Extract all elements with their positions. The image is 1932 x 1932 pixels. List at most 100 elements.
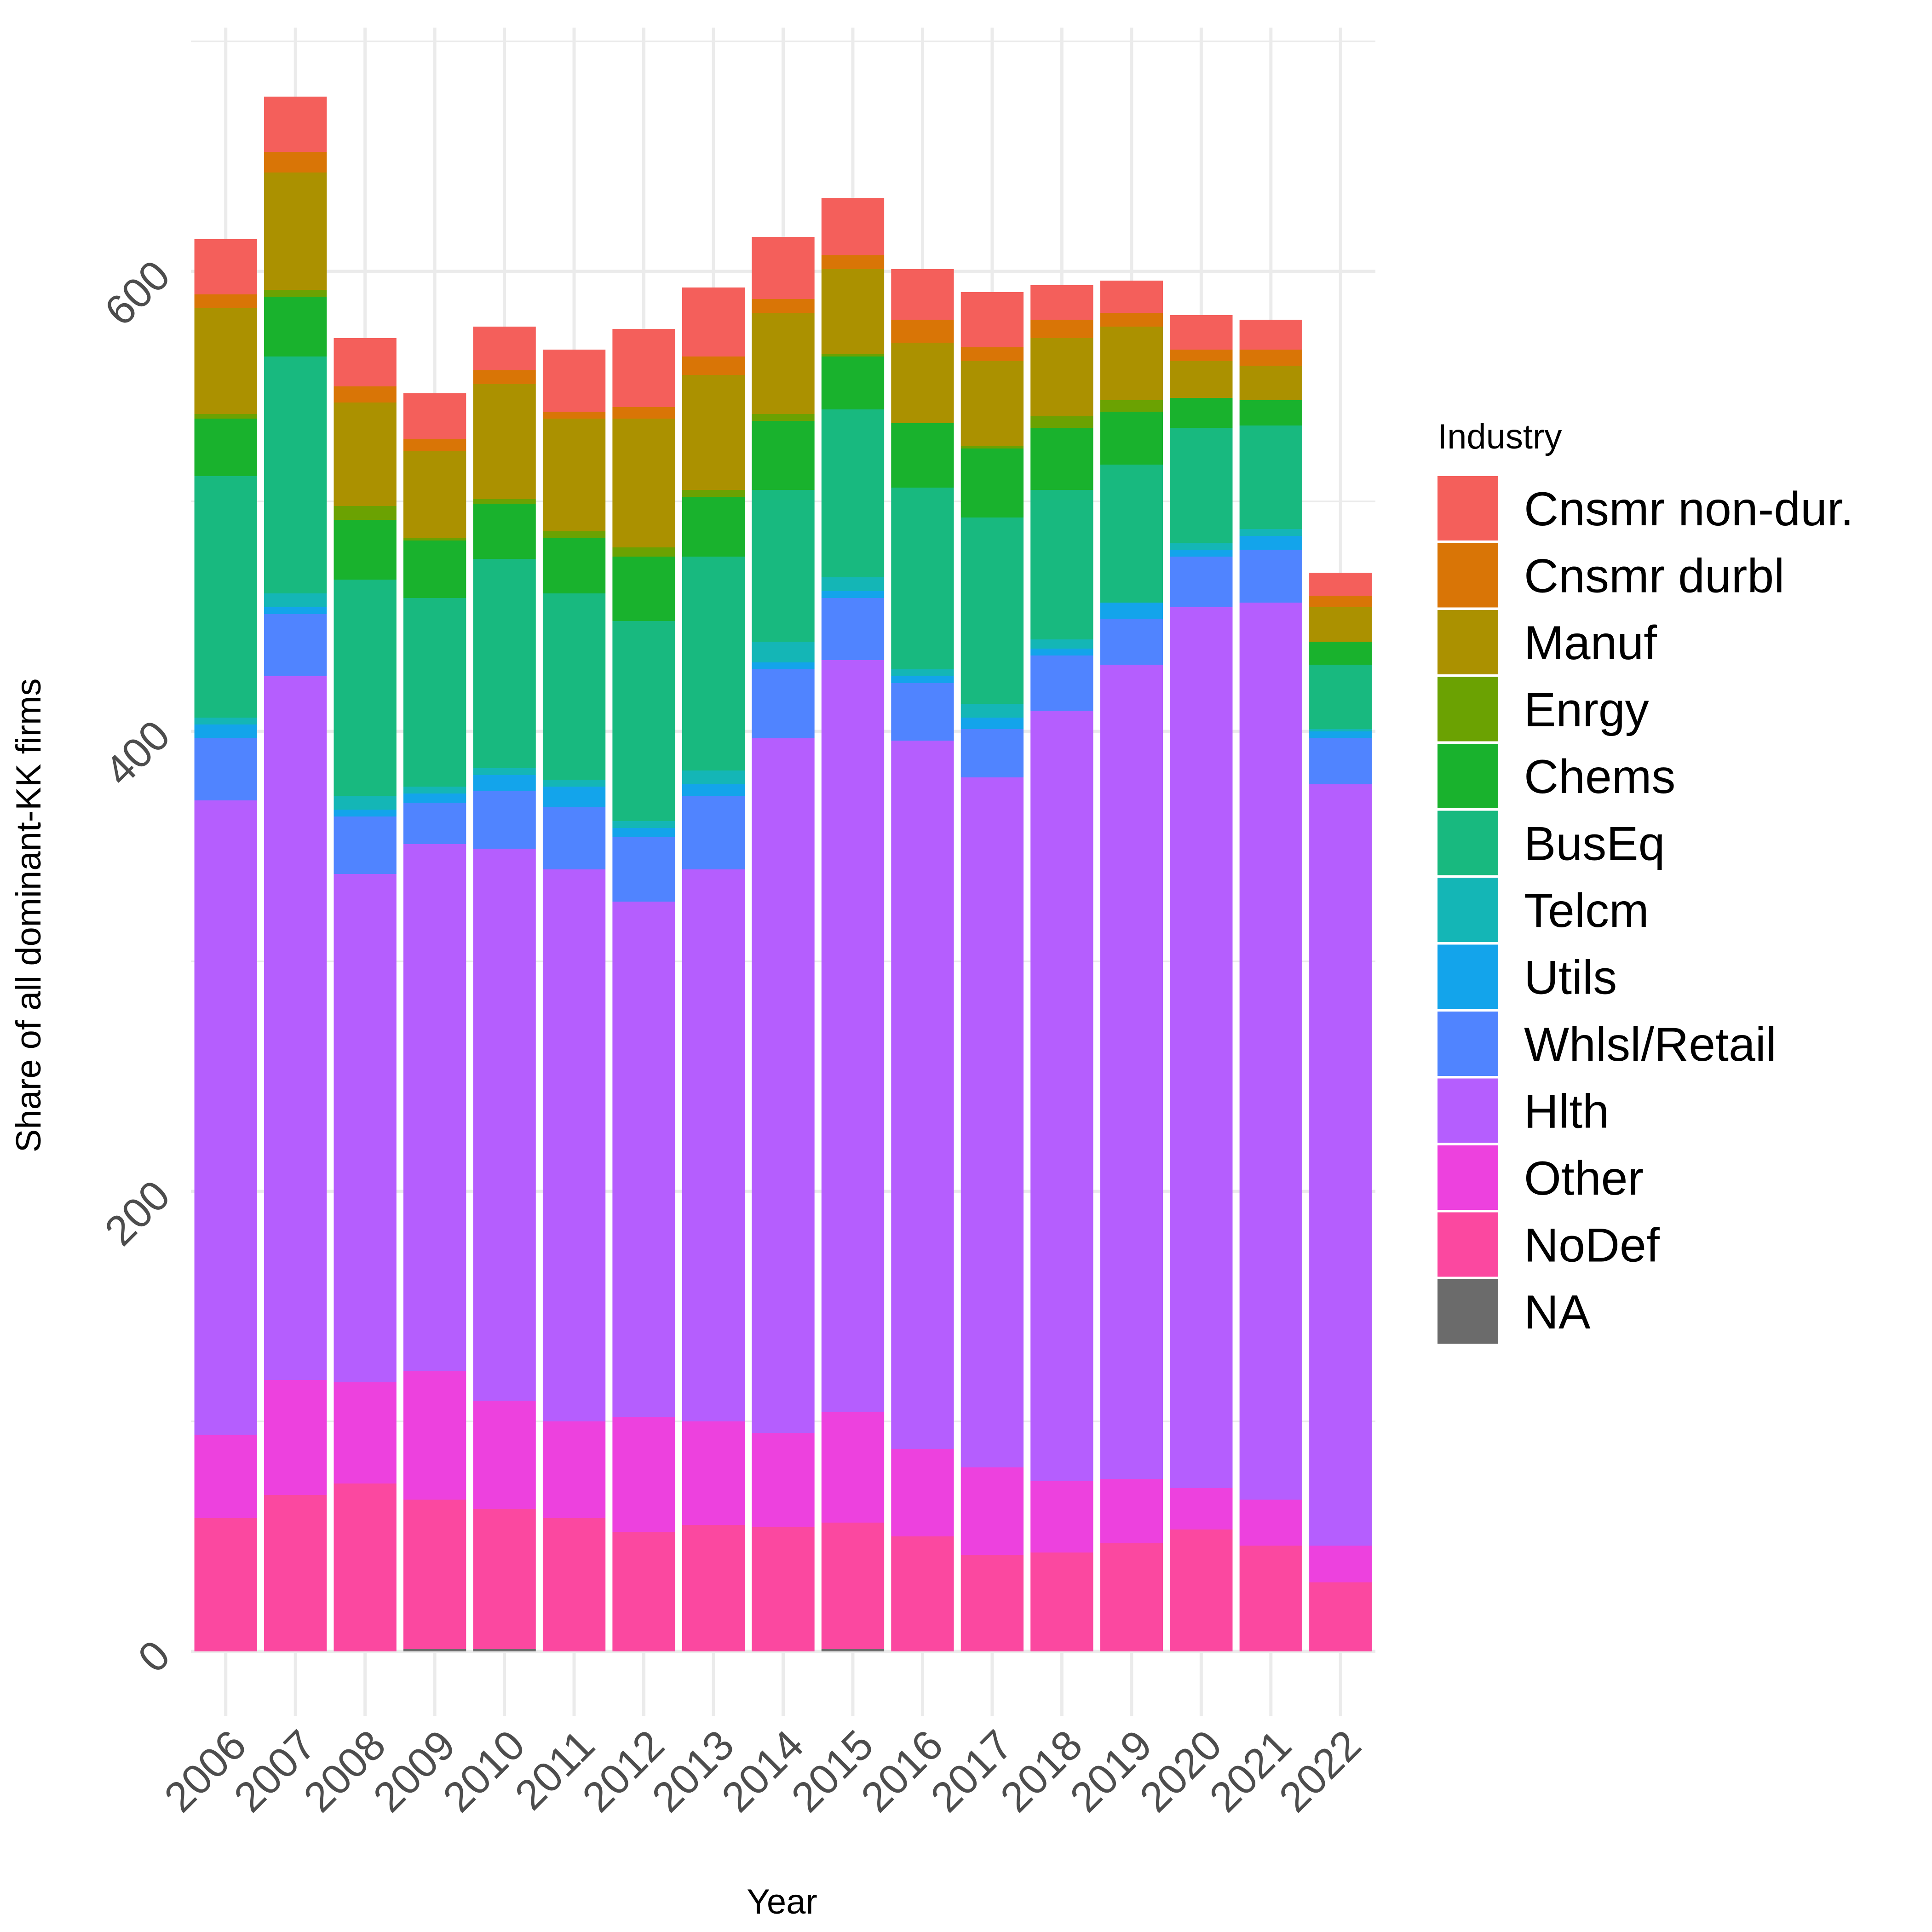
bar-segment	[1100, 327, 1163, 400]
bar-segment	[960, 361, 1024, 446]
x-tick-label: 2014	[713, 1721, 813, 1821]
x-tick-label: 2016	[852, 1721, 952, 1821]
legend: Industry Cnsmr non-dur. Cnsmr durbl Manuf E…	[1438, 417, 1854, 1344]
bar-segment	[821, 269, 885, 354]
bar-segment	[403, 844, 466, 1371]
bar-segment	[752, 421, 815, 490]
bar-segment	[821, 1523, 885, 1649]
bar-segment	[682, 796, 745, 869]
bar-segment	[194, 239, 257, 294]
bar-segment	[682, 497, 745, 557]
bar-segment	[403, 1371, 466, 1500]
bar-segment	[1030, 320, 1093, 338]
bar-segment	[542, 869, 606, 1421]
bar-segment	[612, 837, 675, 902]
bar-segment	[1170, 398, 1233, 428]
legend-key	[1438, 543, 1498, 608]
bar-segment	[334, 874, 397, 1382]
bar-segment	[194, 800, 257, 1435]
y-tick-label: 200	[96, 1172, 179, 1255]
bar-segment	[1100, 665, 1163, 1479]
bar-segment	[1170, 1488, 1233, 1530]
bar-segment	[194, 724, 257, 738]
bar-segment	[1100, 1543, 1163, 1651]
bar-segment	[473, 370, 536, 384]
bar-segment	[1309, 731, 1372, 738]
bar-segment	[821, 660, 885, 1412]
bar-segment	[473, 791, 536, 849]
legend-label: NoDef	[1524, 1219, 1660, 1272]
bar-segment	[1239, 350, 1302, 366]
legend-label: Manuf	[1524, 616, 1657, 670]
bar-segment	[682, 869, 745, 1421]
legend-key	[1438, 1212, 1498, 1277]
x-tick-label: 2008	[295, 1721, 395, 1821]
bar-segment	[612, 902, 675, 1417]
bar-segment	[1030, 639, 1093, 649]
bar-segment	[264, 297, 327, 356]
bar-segment	[542, 1421, 606, 1518]
bar-segment	[682, 375, 745, 490]
bars	[194, 97, 1372, 1651]
bar-segment	[1309, 729, 1372, 731]
bar-segment	[752, 313, 815, 414]
bar-segment	[752, 490, 815, 642]
bar-segment	[1309, 784, 1372, 1546]
bar-segment	[403, 451, 466, 538]
bar-segment	[1239, 550, 1302, 603]
legend-label: Chems	[1524, 750, 1675, 804]
bar-segment	[473, 768, 536, 775]
bar-segment	[1100, 619, 1163, 665]
bar-segment	[473, 849, 536, 1401]
legend-key	[1438, 944, 1498, 1009]
bar-segment	[542, 1518, 606, 1651]
bar-segment	[891, 488, 954, 669]
bar-segment	[1030, 490, 1093, 639]
bar-segment	[264, 1495, 327, 1651]
bar-segment	[194, 1518, 257, 1651]
bar-segment	[1170, 350, 1233, 361]
bar-segment	[403, 803, 466, 844]
bar-segment	[403, 439, 466, 451]
bar-segment	[821, 598, 885, 660]
bar-segment	[473, 327, 536, 370]
bar-segment	[821, 354, 885, 356]
bar-segment	[612, 821, 675, 828]
bar-segment	[473, 504, 536, 559]
legend-label: Hlth	[1524, 1085, 1609, 1138]
bar-segment	[1239, 366, 1302, 400]
bar-segment	[891, 683, 954, 741]
bar-segment	[1309, 642, 1372, 665]
bar-segment	[1030, 338, 1093, 416]
legend-label: Whlsl/Retail	[1524, 1018, 1777, 1071]
bar-segment	[264, 593, 327, 607]
bar-segment	[194, 414, 257, 419]
bar-segment	[891, 741, 954, 1449]
legend-label: Cnsmr durbl	[1524, 550, 1784, 603]
bar-segment	[821, 409, 885, 577]
bar-segment	[1100, 465, 1163, 603]
bar-segment	[334, 816, 397, 874]
bar-segment	[473, 1649, 536, 1651]
bar-segment	[264, 356, 327, 593]
bar-segment	[1100, 400, 1163, 412]
bar-segment	[1309, 607, 1372, 642]
bar-segment	[403, 540, 466, 598]
bar-segment	[1170, 557, 1233, 607]
legend-items: Cnsmr non-dur. Cnsmr durbl Manuf Enrgy Chems…	[1438, 476, 1854, 1344]
bar-segment	[1170, 361, 1233, 398]
legend-label: Utils	[1524, 951, 1617, 1005]
bar-segment	[1170, 1530, 1233, 1651]
bar-segment	[542, 807, 606, 869]
bar-segment	[542, 780, 606, 787]
bar-segment	[1309, 665, 1372, 729]
bar-segment	[960, 347, 1024, 361]
bar-segment	[542, 787, 606, 807]
legend-key	[1438, 677, 1498, 742]
bar-segment	[1239, 529, 1302, 536]
bar-segment	[612, 557, 675, 621]
bar-segment	[821, 198, 885, 255]
bar-segment	[821, 591, 885, 598]
bar-segment	[960, 292, 1024, 347]
